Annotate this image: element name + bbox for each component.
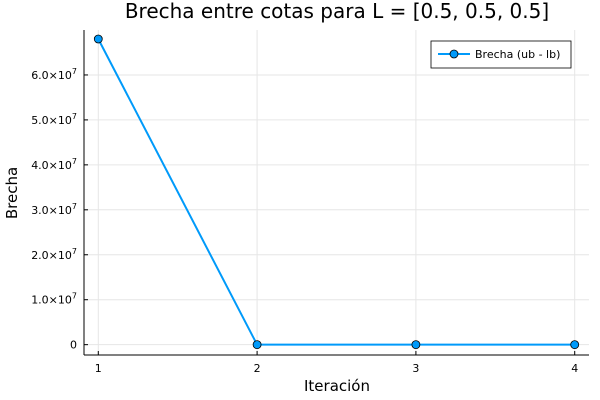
y-tick-label: 4.0×107: [31, 157, 77, 172]
y-axis-label: Brecha: [3, 167, 21, 219]
y-tick-label: 1.0×107: [31, 292, 77, 307]
x-axis-label: Iteración: [304, 377, 370, 395]
x-tick-label: 2: [254, 362, 261, 375]
legend-marker-swatch: [449, 49, 459, 59]
chart-title: Brecha entre cotas para L = [0.5, 0.5, 0…: [125, 0, 549, 23]
x-ticks: 1 2 3 4: [95, 351, 578, 375]
legend-entry: Brecha (ub - lb): [475, 48, 560, 61]
data-point: [411, 340, 421, 350]
y-tick-label: 5.0×107: [31, 112, 77, 127]
data-point: [93, 34, 103, 44]
y-tick-label: 6.0×107: [31, 67, 77, 82]
legend: Brecha (ub - lb): [430, 40, 572, 69]
x-tick-label: 4: [571, 362, 578, 375]
x-tick-label: 3: [412, 362, 419, 375]
data-point: [252, 340, 262, 350]
y-tick-label: 2.0×107: [31, 247, 77, 262]
axes: [83, 30, 589, 356]
y-ticks: 0 1.0×107 2.0×107 3.0×107 4.0×107 5.0×107 6.0×…: [31, 67, 88, 352]
x-tick-label: 1: [95, 362, 102, 375]
data-point: [570, 340, 580, 350]
series: [93, 34, 580, 350]
series-line: [97, 38, 575, 346]
grid: [84, 30, 589, 355]
y-tick-label: 0: [70, 339, 77, 352]
y-tick-label: 3.0×107: [31, 202, 77, 217]
